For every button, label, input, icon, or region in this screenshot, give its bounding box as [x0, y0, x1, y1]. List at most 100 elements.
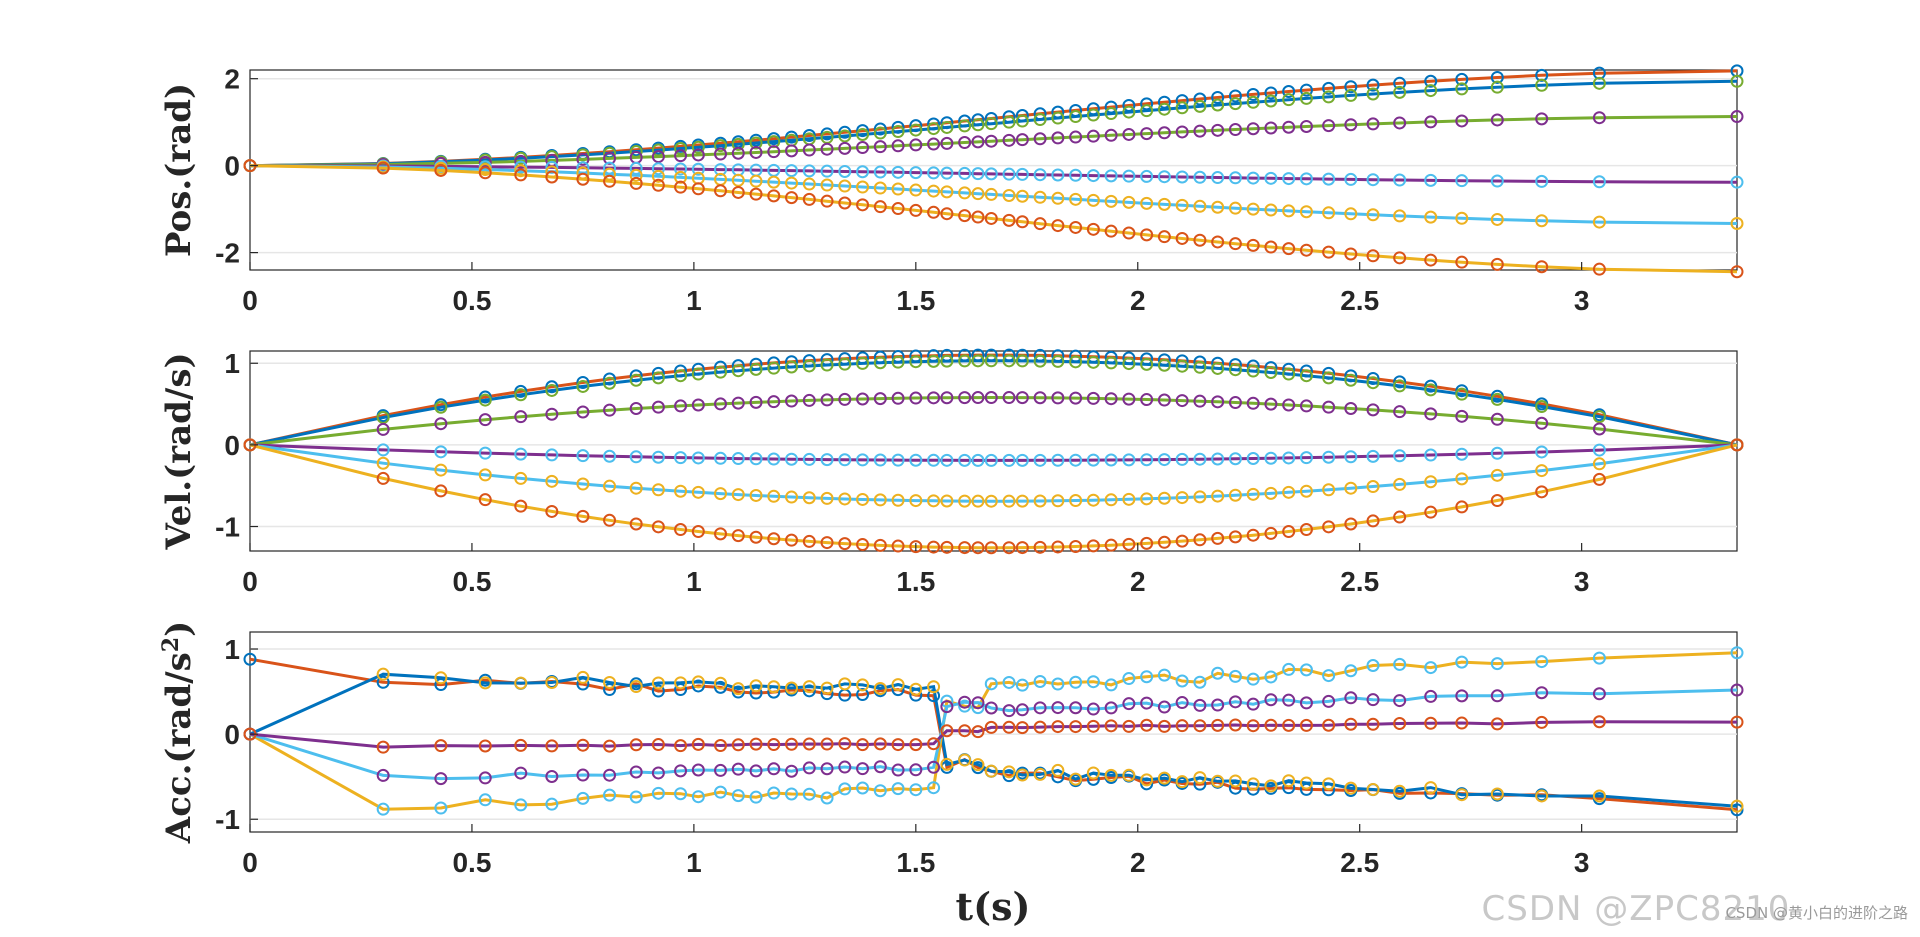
series-marker: [1455, 689, 1469, 703]
series-marker: [1424, 210, 1438, 224]
series-marker: [576, 768, 590, 782]
y-tick-label: 0: [224, 151, 240, 182]
series-marker: [971, 118, 985, 132]
series-marker: [714, 739, 728, 753]
series-marker: [1490, 392, 1504, 406]
series-marker: [1002, 167, 1016, 181]
series-marker: [651, 162, 665, 176]
series-marker: [1157, 453, 1171, 467]
series-marker: [971, 167, 985, 181]
series-marker: [958, 391, 972, 405]
series-marker: [927, 205, 941, 219]
position-y-ticks: -2 0 2: [215, 64, 258, 269]
series-marker: [1246, 364, 1260, 378]
series-marker: [651, 483, 665, 497]
series-line: [249, 79, 1738, 168]
series-marker: [909, 123, 923, 137]
series-marker: [785, 737, 799, 751]
series-marker: [674, 180, 688, 194]
series-marker: [971, 187, 985, 201]
series-marker: [629, 517, 643, 531]
series-marker: [1175, 491, 1189, 505]
series-marker: [971, 725, 985, 739]
series-marker: [1299, 776, 1313, 790]
series-marker: [1299, 451, 1313, 465]
series-marker: [838, 737, 852, 751]
series-marker: [1140, 169, 1154, 183]
series-marker: [749, 790, 763, 804]
series-marker: [1086, 391, 1100, 405]
series-marker: [1122, 357, 1136, 371]
series-marker: [1211, 452, 1225, 466]
series-marker: [749, 737, 763, 751]
series-marker: [545, 474, 559, 488]
x-tick-label: 2.5: [1340, 566, 1379, 597]
series-marker: [1157, 535, 1171, 549]
series-marker: [785, 787, 799, 801]
series-marker: [651, 371, 665, 385]
series-marker: [1033, 168, 1047, 182]
series-marker: [1322, 206, 1336, 220]
series-marker: [802, 787, 816, 801]
series-marker: [674, 149, 688, 163]
series-marker: [927, 391, 941, 405]
series-marker: [820, 681, 834, 695]
series-marker: [1228, 201, 1242, 215]
series-marker: [1051, 494, 1065, 508]
series-marker: [891, 125, 905, 139]
series-marker: [714, 397, 728, 411]
series-marker: [927, 781, 941, 795]
series-marker: [478, 493, 492, 507]
series-marker: [1086, 493, 1100, 507]
series-marker: [856, 198, 870, 212]
series-marker: [940, 136, 954, 150]
series-marker: [1193, 698, 1207, 712]
series-marker: [856, 492, 870, 506]
series-marker: [1086, 539, 1100, 553]
series-marker: [1104, 224, 1118, 238]
series-marker: [1366, 403, 1380, 417]
series-marker: [958, 753, 972, 767]
series-marker: [514, 410, 528, 424]
series-marker: [1211, 90, 1225, 104]
series-marker: [1033, 190, 1047, 204]
series-marker: [838, 179, 852, 193]
series-marker: [1015, 215, 1029, 229]
series-marker: [927, 540, 941, 554]
series-marker: [1175, 719, 1189, 733]
series-marker: [1086, 169, 1100, 183]
series-marker: [1322, 483, 1336, 497]
series-marker: [1015, 678, 1029, 692]
series-marker: [731, 146, 745, 160]
series-marker: [1455, 409, 1469, 423]
series-marker: [674, 484, 688, 498]
series-marker: [1455, 255, 1469, 269]
series-marker: [1246, 396, 1260, 410]
series-marker: [873, 165, 887, 179]
series-marker: [1424, 84, 1438, 98]
series-marker: [1033, 113, 1047, 127]
series-marker: [1140, 718, 1154, 732]
series-marker: [1104, 356, 1118, 370]
series-marker: [243, 652, 257, 666]
series-marker: [1033, 132, 1047, 146]
series-marker: [1211, 718, 1225, 732]
series-marker: [909, 166, 923, 180]
series-marker: [731, 396, 745, 410]
series-marker: [802, 761, 816, 775]
series-marker: [927, 680, 941, 694]
series-marker: [1193, 490, 1207, 504]
series-marker: [1193, 360, 1207, 374]
series-marker: [820, 358, 834, 372]
series-marker: [971, 210, 985, 224]
series-marker: [1051, 168, 1065, 182]
series-marker: [478, 413, 492, 427]
y-tick-label: 0: [224, 430, 240, 461]
series-marker: [478, 739, 492, 753]
series-marker: [603, 151, 617, 165]
series-marker: [603, 403, 617, 417]
series-marker: [1175, 231, 1189, 245]
series-marker: [514, 160, 528, 174]
series-marker: [1051, 720, 1065, 734]
series-marker: [691, 182, 705, 196]
